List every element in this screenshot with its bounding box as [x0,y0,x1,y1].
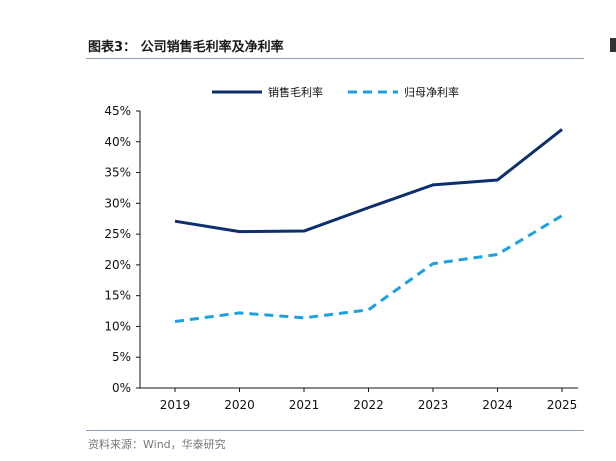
legend: 销售毛利率 归母净利率 [212,85,459,99]
series-group [174,128,563,324]
y-tick-label: 40% [104,135,131,149]
top-rule [86,58,584,59]
series-line-1 [174,128,563,234]
legend-label-2: 归母净利率 [404,85,459,99]
y-tick-label: 20% [104,258,131,272]
series-line-2 [174,214,563,324]
x-tick-label: 2024 [482,398,513,412]
y-tick-label: 5% [112,350,131,364]
y-tick-label: 15% [104,289,131,303]
y-tick-label: 30% [104,196,131,210]
x-tick-label: 2023 [418,398,449,412]
x-tick-label: 2021 [289,398,320,412]
x-axis: 2019 2020 2021 2022 2023 2024 2025 [140,387,578,412]
source-note: 资料来源：Wind，华泰研究 [88,438,226,451]
x-tick-label: 2022 [353,398,384,412]
y-axis: 0% 5% 10% 15% 20% 25% 30% 35% 40% 45% [104,104,141,395]
x-tick-label: 2025 [547,398,578,412]
x-tick-label: 2020 [224,398,255,412]
legend-label-1: 销售毛利率 [268,85,323,99]
adjacent-panel-edge [610,38,616,52]
bottom-rule [86,430,584,431]
y-tick-label: 45% [104,104,131,118]
y-tick-label: 0% [112,381,131,395]
y-tick-label: 25% [104,227,131,241]
chart-title: 图表3： 公司销售毛利率及净利率 [88,40,284,55]
x-tick-label: 2019 [160,398,191,412]
y-tick-label: 10% [104,319,131,333]
y-tick-label: 35% [104,166,131,180]
